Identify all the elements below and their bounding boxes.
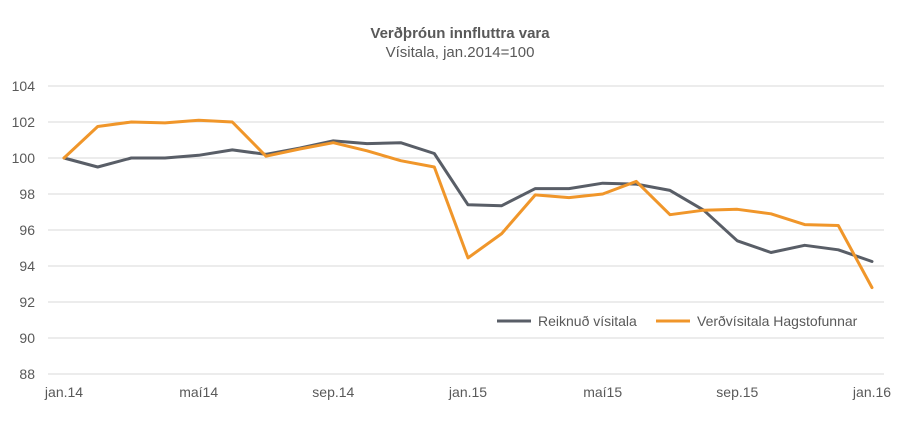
gridlines bbox=[48, 85, 884, 375]
chart-subtitle: Vísitala, jan.2014=100 bbox=[386, 44, 535, 61]
x-tick-label: maí15 bbox=[583, 384, 622, 400]
y-tick-label: 90 bbox=[19, 330, 35, 346]
legend-label: Reiknuð vísitala bbox=[538, 313, 637, 329]
y-tick-label: 102 bbox=[12, 114, 36, 130]
y-axis-ticks: 88 90 92 94 96 98 100 102 104 bbox=[12, 78, 36, 382]
y-tick-label: 88 bbox=[19, 366, 35, 382]
legend: Reiknuð vísitala Verðvísitala Hagstofunna… bbox=[497, 313, 858, 329]
y-tick-label: 94 bbox=[19, 258, 35, 274]
x-tick-label: sep.14 bbox=[312, 384, 354, 400]
x-tick-label: maí14 bbox=[179, 384, 218, 400]
x-tick-label: sep.15 bbox=[716, 384, 758, 400]
series-lines bbox=[62, 118, 874, 290]
y-tick-label: 98 bbox=[19, 186, 35, 202]
y-tick-label: 100 bbox=[12, 150, 36, 166]
x-tick-label: jan.16 bbox=[852, 384, 891, 400]
x-tick-label: jan.14 bbox=[44, 384, 83, 400]
series-line-1 bbox=[62, 139, 874, 263]
y-tick-label: 96 bbox=[19, 222, 35, 238]
y-tick-label: 92 bbox=[19, 294, 35, 310]
legend-label: Verðvísitala Hagstofunnar bbox=[697, 313, 858, 329]
x-axis-ticks: jan.14 maí14 sep.14 jan.15 maí15 sep.15 jan.16 bbox=[44, 384, 891, 400]
series-line-2 bbox=[62, 118, 874, 290]
x-tick-label: jan.15 bbox=[448, 384, 487, 400]
y-tick-label: 104 bbox=[12, 78, 36, 94]
chart-title: Verðþróun innfluttra vara bbox=[370, 25, 550, 42]
